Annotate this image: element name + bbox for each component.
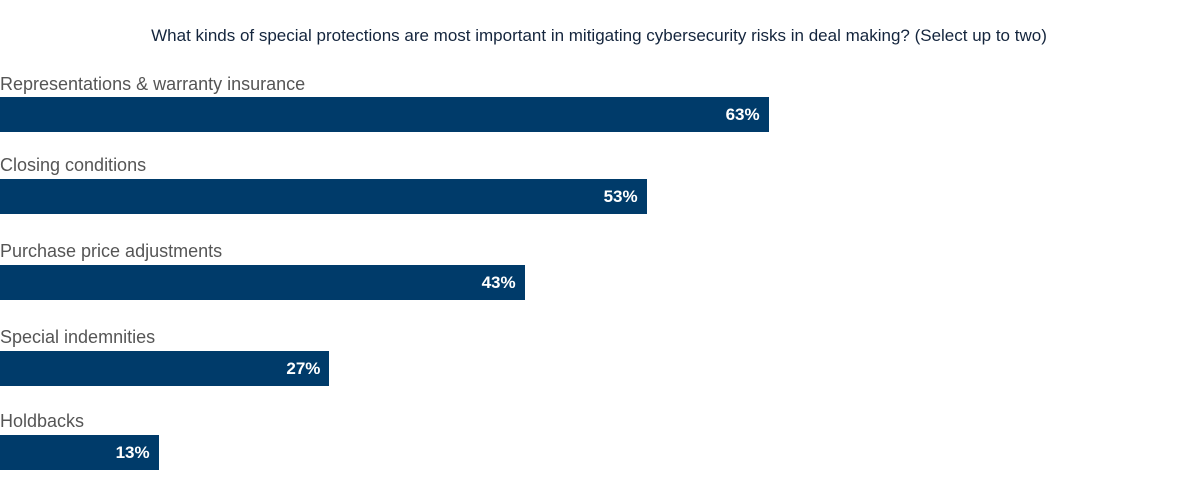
bar: 53% bbox=[0, 179, 647, 214]
bar: 27% bbox=[0, 351, 330, 386]
value-label: 27% bbox=[286, 359, 321, 378]
category-label: Holdbacks bbox=[0, 411, 85, 431]
value-label: 13% bbox=[115, 443, 150, 462]
bar: 43% bbox=[0, 265, 525, 300]
bar: 63% bbox=[0, 97, 769, 132]
category-label: Representations & warranty insurance bbox=[0, 74, 306, 94]
chart-title: What kinds of special protections are mo… bbox=[0, 26, 1200, 46]
category-label: Special indemnities bbox=[0, 327, 156, 347]
value-label: 53% bbox=[603, 187, 638, 206]
chart-title-text: What kinds of special protections are mo… bbox=[151, 26, 1047, 45]
category-label: Closing conditions bbox=[0, 155, 147, 175]
value-label: 43% bbox=[481, 273, 516, 292]
category-label: Purchase price adjustments bbox=[0, 241, 223, 261]
bar: 13% bbox=[0, 435, 159, 470]
value-label: 63% bbox=[725, 105, 760, 124]
